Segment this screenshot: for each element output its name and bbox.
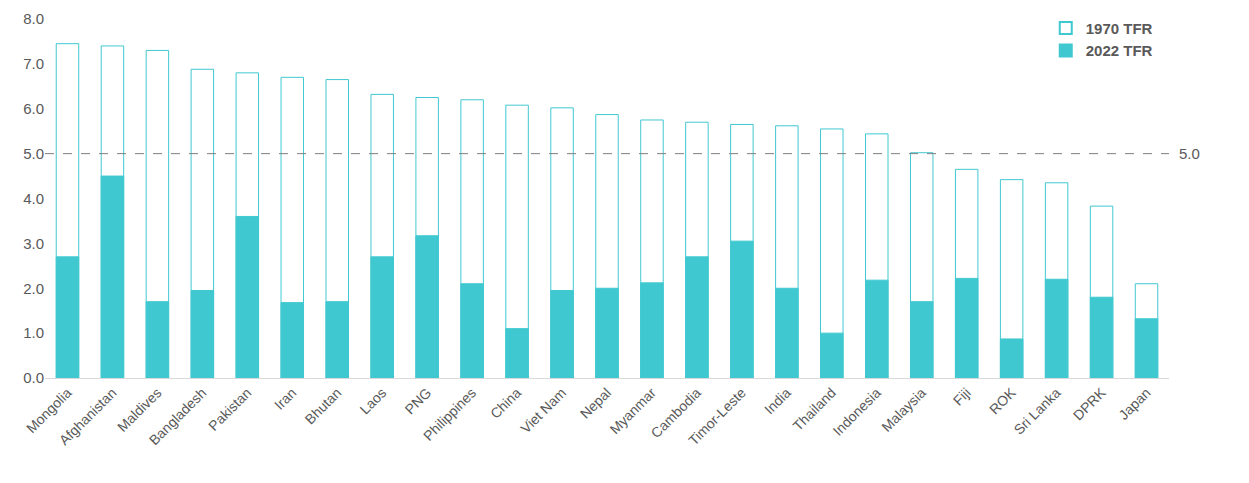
svg-text:Timor-Leste: Timor-Leste — [685, 384, 749, 448]
svg-text:Japan: Japan — [1115, 385, 1153, 423]
svg-text:5.0: 5.0 — [1179, 145, 1200, 162]
svg-text:DPRK: DPRK — [1070, 384, 1109, 423]
svg-text:ROK: ROK — [986, 384, 1019, 417]
svg-text:Fiji: Fiji — [950, 385, 974, 409]
svg-text:Bhutan: Bhutan — [302, 385, 345, 428]
svg-text:Sri Lanka: Sri Lanka — [1011, 384, 1064, 437]
svg-text:Viet Nam: Viet Nam — [517, 385, 569, 437]
svg-text:Laos: Laos — [356, 385, 389, 418]
svg-text:Thailand: Thailand — [790, 385, 839, 434]
svg-text:Nepal: Nepal — [577, 385, 614, 422]
svg-text:6.0: 6.0 — [23, 100, 44, 117]
svg-text:1.0: 1.0 — [23, 324, 44, 341]
svg-text:7.0: 7.0 — [23, 55, 44, 72]
svg-text:3.0: 3.0 — [23, 235, 44, 252]
svg-text:4.0: 4.0 — [23, 190, 44, 207]
svg-text:Iran: Iran — [271, 385, 299, 413]
svg-text:Maldives: Maldives — [114, 385, 164, 435]
svg-text:1970 TFR: 1970 TFR — [1086, 20, 1153, 37]
svg-text:India: India — [761, 384, 794, 417]
svg-text:2022 TFR: 2022 TFR — [1086, 42, 1153, 59]
svg-text:Pakistan: Pakistan — [205, 385, 254, 434]
svg-text:5.0: 5.0 — [23, 145, 44, 162]
svg-text:Myanmar: Myanmar — [606, 384, 659, 437]
svg-text:0.0: 0.0 — [23, 369, 44, 386]
svg-text:Afghanistan: Afghanistan — [56, 385, 120, 449]
svg-text:Cambodia: Cambodia — [648, 384, 705, 441]
svg-text:Bangladesh: Bangladesh — [146, 385, 210, 449]
svg-text:PNG: PNG — [401, 385, 434, 418]
svg-text:Malaysia: Malaysia — [878, 384, 929, 435]
svg-text:8.0: 8.0 — [23, 10, 44, 27]
svg-text:China: China — [487, 384, 524, 421]
svg-text:Philippines: Philippines — [420, 385, 479, 444]
svg-text:Indonesia: Indonesia — [830, 384, 884, 438]
svg-text:Mongolia: Mongolia — [23, 384, 75, 436]
svg-text:2.0: 2.0 — [23, 280, 44, 297]
